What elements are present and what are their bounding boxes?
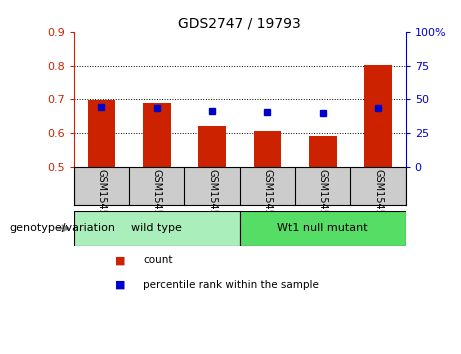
Text: GSM154566: GSM154566	[262, 169, 272, 228]
Bar	[240, 211, 406, 246]
Text: Wt1 null mutant: Wt1 null mutant	[278, 223, 368, 233]
Text: count: count	[143, 255, 172, 265]
Text: GSM154568: GSM154568	[373, 169, 383, 228]
Text: wild type: wild type	[131, 223, 182, 233]
Text: genotype/variation: genotype/variation	[9, 223, 115, 233]
Title: GDS2747 / 19793: GDS2747 / 19793	[178, 17, 301, 31]
Bar	[309, 136, 337, 167]
Bar	[254, 131, 281, 167]
Bar	[198, 126, 226, 167]
Bar	[364, 64, 392, 167]
Text: GSM154565: GSM154565	[207, 169, 217, 228]
Text: percentile rank within the sample: percentile rank within the sample	[143, 280, 319, 290]
Bar	[88, 100, 115, 167]
Text: ■: ■	[115, 255, 126, 265]
Bar	[74, 211, 240, 246]
Text: GSM154563: GSM154563	[96, 169, 106, 228]
Text: GSM154564: GSM154564	[152, 169, 162, 228]
Text: GSM154567: GSM154567	[318, 169, 328, 228]
Text: ■: ■	[115, 280, 126, 290]
Bar	[143, 103, 171, 167]
